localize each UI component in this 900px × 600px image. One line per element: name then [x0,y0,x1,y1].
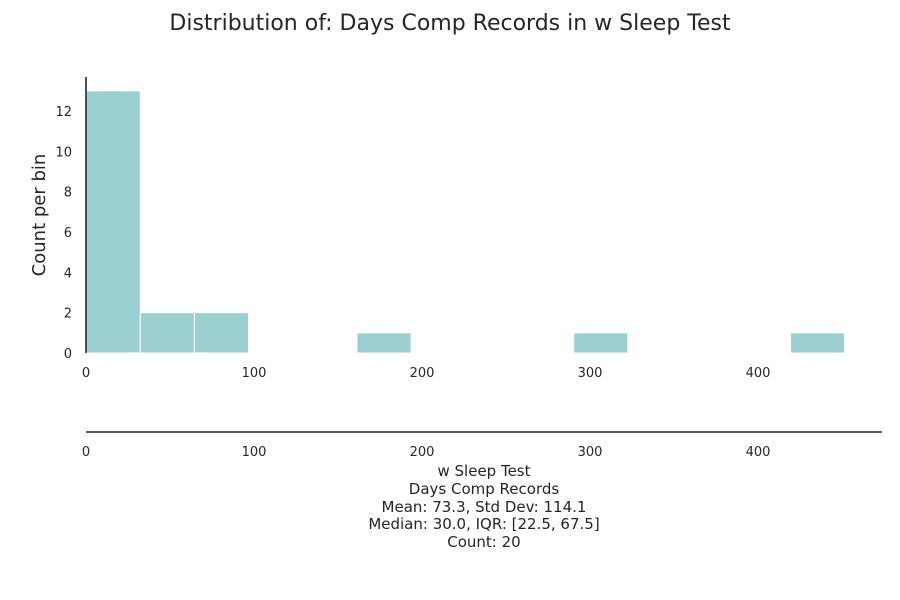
x-axis-ticks-summary: 0 100 200 300 400 [82,445,771,460]
histogram-bar [193,312,250,354]
summary-text: w Sleep Test Days Comp Records Mean: 73.… [368,462,599,551]
histogram-bar [139,312,195,354]
summary-stats: Mean: 73.3, Std Dev: 114.1 [382,498,587,516]
x-tick-label: 0 [82,366,90,381]
x-tick-label: 100 [242,366,267,381]
histogram-bar [573,332,629,354]
x-tick-label: 400 [746,366,771,381]
histogram-bar [85,90,141,354]
y-tick-label: 6 [64,226,72,241]
x-tick-label: 300 [578,445,603,460]
y-tick-label: 2 [64,307,72,322]
y-tick-label: 10 [55,145,72,160]
chart-title: Distribution of: Days Comp Records in w … [169,11,731,36]
y-tick-label: 12 [55,105,72,120]
x-tick-label: 400 [746,445,771,460]
y-axis-ticks: 0 2 4 6 8 10 12 [55,105,72,362]
summary-variable: Days Comp Records [409,480,560,498]
histogram-bar [789,332,846,354]
y-tick-label: 0 [64,347,72,362]
histogram-bar [356,332,412,354]
x-tick-label: 200 [410,366,435,381]
x-tick-label: 100 [242,445,267,460]
y-tick-label: 8 [64,186,72,201]
y-tick-label: 4 [64,266,72,281]
summary-count: Count: 20 [447,533,520,551]
y-axis-label: Count per bin [29,154,50,277]
summary-group: w Sleep Test [437,462,530,480]
summary-median-iqr: Median: 30.0, IQR: [22.5, 67.5] [368,515,599,533]
x-tick-label: 0 [82,445,90,460]
x-tick-label: 300 [578,366,603,381]
x-tick-label: 200 [410,445,435,460]
histogram-bars [85,90,846,354]
x-axis-ticks-main: 0 100 200 300 400 [82,366,771,381]
